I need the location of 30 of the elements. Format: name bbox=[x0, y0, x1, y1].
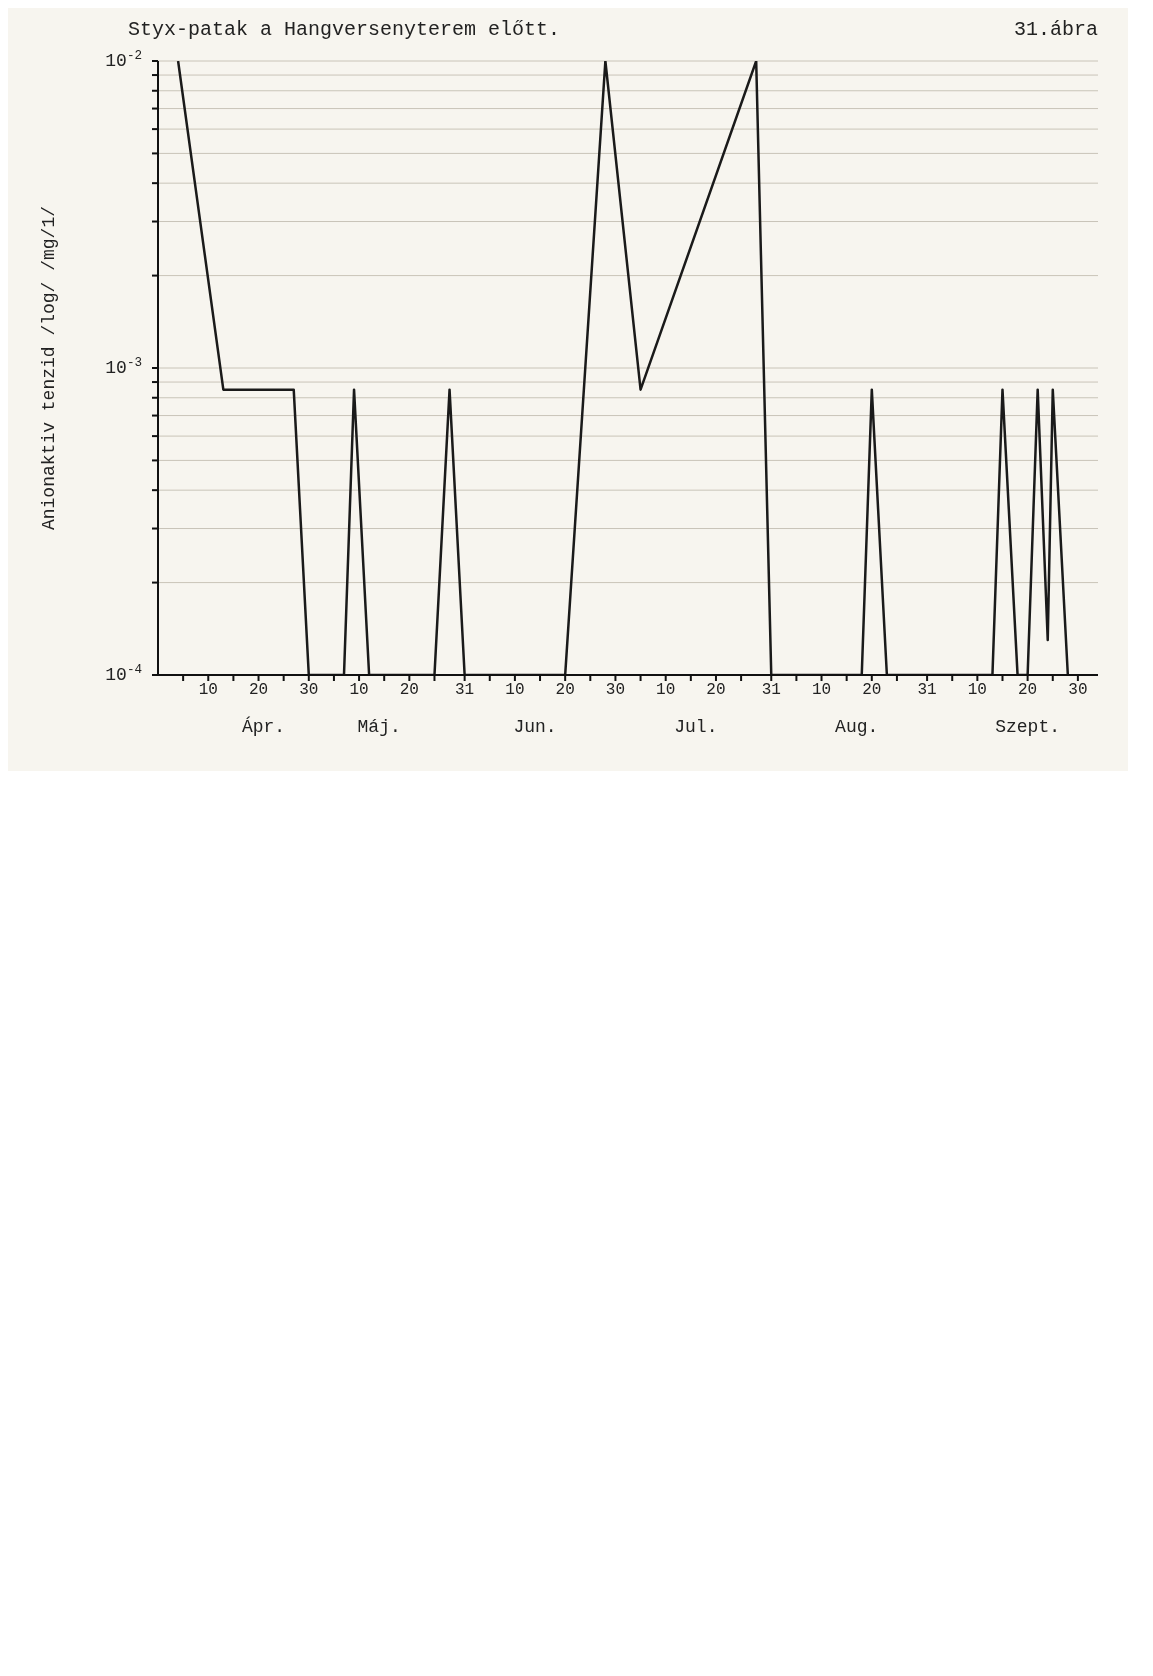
y-tick-label: 10$^{-2}$ bbox=[105, 49, 142, 71]
x2-tick-label: Máj. bbox=[357, 716, 401, 737]
x-tick-label: 30 bbox=[605, 681, 626, 700]
x-tick-label: 20 bbox=[706, 681, 726, 700]
x2-tick-label: Szept. bbox=[995, 716, 1061, 737]
y-tick-label: 10$^{-4}$ bbox=[105, 663, 142, 685]
x-tick-label: 20 bbox=[1018, 681, 1038, 700]
x-tick-label: 31 bbox=[761, 681, 781, 700]
x2-tick-label: Aug. bbox=[835, 716, 879, 737]
x-tick-label: 30 bbox=[1068, 681, 1088, 700]
x-tick-label: 10 bbox=[505, 681, 525, 700]
x2-tick-label: Jul. bbox=[674, 716, 718, 737]
x-tick-label: 20 bbox=[862, 681, 882, 700]
x-tick-label: 30 bbox=[299, 681, 319, 700]
x2-tick-label: Ápr. bbox=[241, 715, 286, 737]
x-tick-label: 20 bbox=[248, 681, 269, 700]
text: 31.ábra bbox=[1013, 18, 1098, 41]
y-tick-label: 10$^{-3}$ bbox=[105, 356, 142, 378]
x-tick-label: 10 bbox=[967, 681, 987, 700]
chart-title: Styx-patak a Hangversenyterem előtt. bbox=[128, 18, 561, 41]
x-tick-label: 10 bbox=[349, 681, 369, 700]
x2-tick-label: Jun. bbox=[513, 716, 557, 737]
x-tick-label: 10 bbox=[656, 681, 676, 700]
y-axis-title: Anionaktiv tenzid /log/ /mg/1/ bbox=[39, 205, 60, 531]
x-tick-label: 31 bbox=[917, 681, 937, 700]
x-tick-label: 10 bbox=[198, 681, 218, 700]
x-tick-label: 20 bbox=[399, 681, 419, 700]
x-tick-label: 31 bbox=[455, 681, 475, 700]
x-tick-label: 20 bbox=[555, 681, 575, 700]
x-tick-label: 10 bbox=[811, 681, 832, 700]
